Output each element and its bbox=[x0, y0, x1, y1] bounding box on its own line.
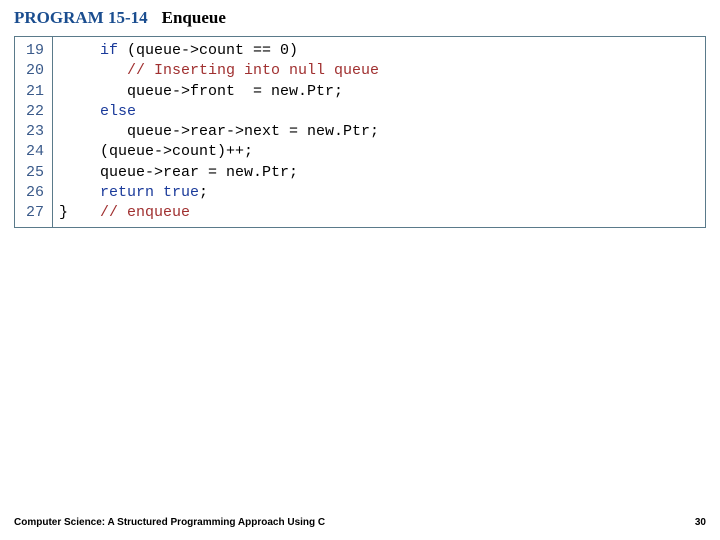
line-number: 27 bbox=[23, 203, 44, 223]
code-content: if (queue->count == 0) // Inserting into… bbox=[53, 37, 705, 227]
line-number: 22 bbox=[23, 102, 44, 122]
code-line: queue->rear = new.Ptr; bbox=[59, 163, 697, 183]
footer-text: Computer Science: A Structured Programmi… bbox=[14, 517, 325, 528]
line-number: 19 bbox=[23, 41, 44, 61]
code-line: return true; bbox=[59, 183, 697, 203]
code-line: queue->rear->next = new.Ptr; bbox=[59, 122, 697, 142]
line-number: 24 bbox=[23, 142, 44, 162]
code-line: // Inserting into null queue bbox=[59, 61, 697, 81]
code-line: (queue->count)++; bbox=[59, 142, 697, 162]
line-number: 21 bbox=[23, 82, 44, 102]
code-line: else bbox=[59, 102, 697, 122]
slide-footer: Computer Science: A Structured Programmi… bbox=[14, 517, 706, 528]
code-listing: 192021222324252627 if (queue->count == 0… bbox=[14, 36, 706, 228]
line-number-gutter: 192021222324252627 bbox=[15, 37, 53, 227]
page-number: 30 bbox=[695, 517, 706, 528]
code-line: queue->front = new.Ptr; bbox=[59, 82, 697, 102]
line-number: 20 bbox=[23, 61, 44, 81]
program-title: Enqueue bbox=[162, 8, 226, 28]
line-number: 23 bbox=[23, 122, 44, 142]
line-number: 25 bbox=[23, 163, 44, 183]
line-number: 26 bbox=[23, 183, 44, 203]
program-label: PROGRAM 15-14 bbox=[14, 8, 148, 28]
code-line: if (queue->count == 0) bbox=[59, 41, 697, 61]
slide-header: PROGRAM 15-14 Enqueue bbox=[0, 0, 720, 34]
code-line: } // enqueue bbox=[59, 203, 697, 223]
